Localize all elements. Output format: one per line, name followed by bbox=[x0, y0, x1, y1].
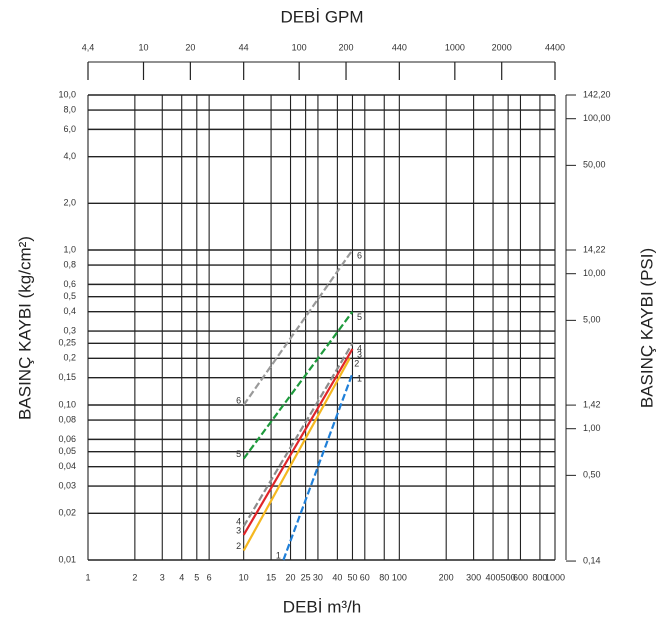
x-tick-label: 100 bbox=[392, 572, 407, 582]
y2-tick-label: 100,00 bbox=[583, 113, 611, 123]
x-tick-label: 60 bbox=[360, 572, 370, 582]
y-tick-label: 0,08 bbox=[58, 414, 76, 424]
series-label: 3 bbox=[357, 349, 362, 359]
y-tick-label: 0,04 bbox=[58, 461, 76, 471]
x-tick-label: 6 bbox=[207, 572, 212, 582]
x-tick-label: 1 bbox=[85, 572, 90, 582]
x-tick-label: 15 bbox=[266, 572, 276, 582]
x2-tick-label: 200 bbox=[339, 42, 354, 52]
x2-tick-label: 20 bbox=[185, 42, 195, 52]
y-tick-label: 0,02 bbox=[58, 508, 76, 518]
x-tick-label: 500 bbox=[501, 572, 516, 582]
x-tick-label: 50 bbox=[347, 572, 357, 582]
series-label: 5 bbox=[236, 449, 241, 459]
series-line bbox=[242, 249, 354, 406]
y-tick-label: 0,3 bbox=[63, 325, 76, 335]
y-tick-label: 0,8 bbox=[63, 259, 76, 269]
series-label: 5 bbox=[357, 312, 362, 322]
x-tick-label: 20 bbox=[286, 572, 296, 582]
y-tick-label: 10,0 bbox=[58, 89, 76, 99]
x-tick-label: 80 bbox=[379, 572, 389, 582]
y-tick-label: 0,25 bbox=[58, 338, 76, 348]
x-tick-label: 40 bbox=[332, 572, 342, 582]
top-axis-title: DEBİ GPM bbox=[280, 7, 363, 26]
x2-tick-label: 4400 bbox=[545, 42, 565, 52]
x2-tick-label: 44 bbox=[239, 42, 249, 52]
series-label: 6 bbox=[357, 250, 362, 260]
x-tick-label: 3 bbox=[160, 572, 165, 582]
x-tick-label: 5 bbox=[194, 572, 199, 582]
series-label: 4 bbox=[236, 517, 241, 527]
y2-tick-label: 14,22 bbox=[583, 244, 606, 254]
x-tick-label: 2 bbox=[132, 572, 137, 582]
y-tick-label: 0,05 bbox=[58, 446, 76, 456]
y2-tick-label: 1,00 bbox=[583, 423, 601, 433]
y-axis-title: BASINÇ KAYBI (kg/cm²) bbox=[15, 236, 34, 420]
y-tick-label: 0,15 bbox=[58, 372, 76, 382]
y2-tick-label: 50,00 bbox=[583, 160, 606, 170]
series-label: 2 bbox=[236, 541, 241, 551]
y-tick-label: 0,5 bbox=[63, 291, 76, 301]
y2-tick-label: 5,00 bbox=[583, 315, 601, 325]
x2-tick-label: 1000 bbox=[445, 42, 465, 52]
y-tick-label: 0,6 bbox=[63, 279, 76, 289]
y-tick-label: 0,01 bbox=[58, 554, 76, 564]
x-tick-label: 10 bbox=[239, 572, 249, 582]
series-line bbox=[242, 357, 351, 552]
x-tick-label: 600 bbox=[513, 572, 528, 582]
series-line bbox=[242, 342, 354, 527]
y-tick-label: 0,2 bbox=[63, 353, 76, 363]
x-axis-title: DEBİ m³/h bbox=[283, 597, 361, 616]
y-tick-label: 2,0 bbox=[63, 198, 76, 208]
x-tick-label: 1000 bbox=[545, 572, 565, 582]
x-tick-label: 800 bbox=[532, 572, 547, 582]
y-tick-label: 8,0 bbox=[63, 104, 76, 114]
y-tick-label: 0,4 bbox=[63, 306, 76, 316]
x-tick-label: 4 bbox=[179, 572, 184, 582]
series-line bbox=[282, 372, 354, 561]
x2-tick-label: 10 bbox=[138, 42, 148, 52]
x-tick-label: 25 bbox=[301, 572, 311, 582]
x-tick-label: 300 bbox=[466, 572, 481, 582]
y-tick-label: 6,0 bbox=[63, 124, 76, 134]
y2-tick-label: 1,42 bbox=[583, 399, 601, 409]
x2-tick-label: 2000 bbox=[492, 42, 512, 52]
y-tick-label: 0,10 bbox=[58, 399, 76, 409]
y2-tick-label: 0,14 bbox=[583, 555, 601, 565]
y-tick-label: 1,0 bbox=[63, 244, 76, 254]
y-tick-label: 0,06 bbox=[58, 434, 76, 444]
series-label: 2 bbox=[354, 359, 359, 369]
y2-tick-label: 10,00 bbox=[583, 268, 606, 278]
series-line bbox=[242, 311, 354, 460]
x2-tick-label: 4,4 bbox=[82, 42, 95, 52]
x-tick-label: 30 bbox=[313, 572, 323, 582]
series-label: 1 bbox=[357, 374, 362, 384]
y2-tick-label: 142,20 bbox=[583, 89, 611, 99]
y-tick-label: 4,0 bbox=[63, 151, 76, 161]
x2-tick-label: 440 bbox=[392, 42, 407, 52]
y2-axis-title: BASINÇ KAYBI (PSI) bbox=[637, 248, 656, 408]
x-tick-label: 200 bbox=[439, 572, 454, 582]
y-tick-label: 0,03 bbox=[58, 480, 76, 490]
series-label: 4 bbox=[357, 344, 362, 354]
series-label: 1 bbox=[276, 550, 281, 560]
y2-tick-label: 0,50 bbox=[583, 470, 601, 480]
x2-tick-label: 100 bbox=[292, 42, 307, 52]
series-line bbox=[242, 348, 354, 536]
series-label: 6 bbox=[236, 395, 241, 405]
x-tick-label: 400 bbox=[486, 572, 501, 582]
series-label: 3 bbox=[236, 525, 241, 535]
